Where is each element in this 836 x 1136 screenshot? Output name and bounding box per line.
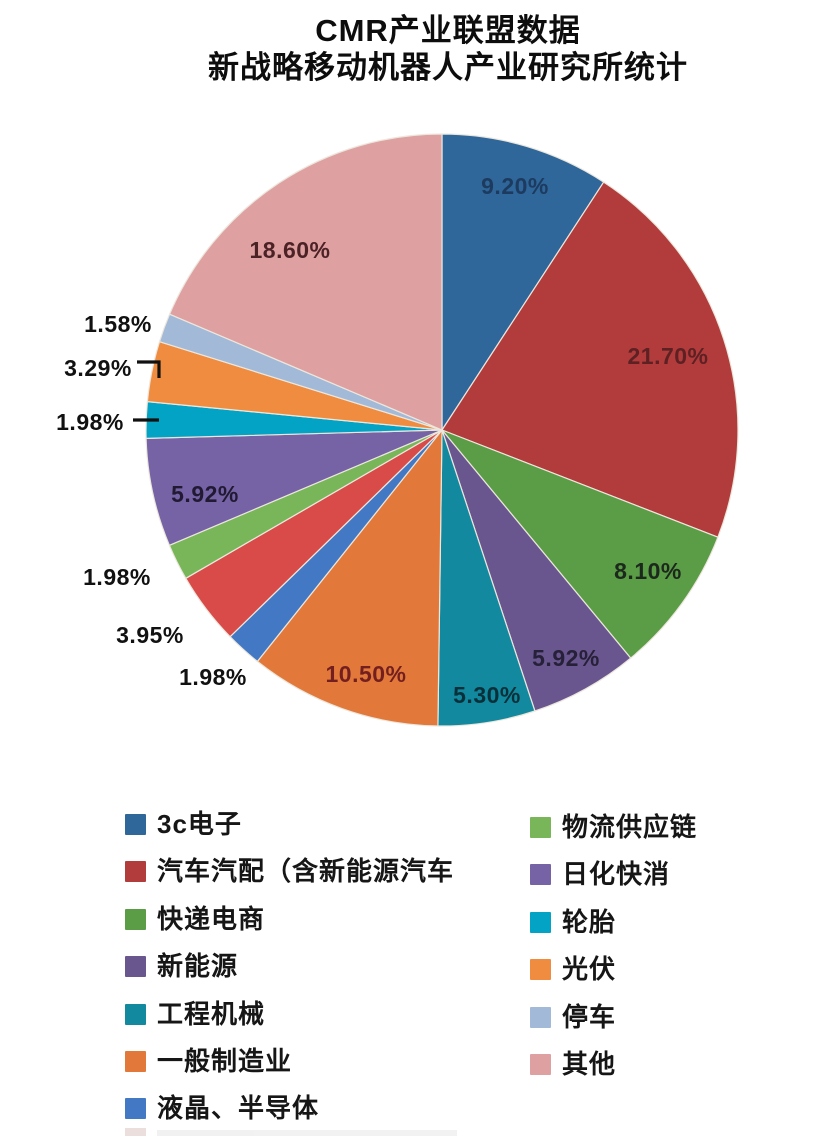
legend-label: 新能源 xyxy=(157,951,239,981)
legend-swatch xyxy=(125,955,146,977)
legend-row-clipped xyxy=(125,1127,545,1136)
legend-swatch xyxy=(530,816,551,838)
legend-label: 光伏 xyxy=(562,954,617,984)
chart-title-line-2: 新战略移动机器人产业研究所统计 xyxy=(208,50,688,85)
chart-title: CMR产业联盟数据 新战略移动机器人产业研究所统计 xyxy=(30,12,836,86)
legend-item: 3c电子 xyxy=(125,809,242,839)
legend-item: 工程机械 xyxy=(125,999,265,1029)
legend-swatch xyxy=(530,1006,551,1028)
pie-value-label: 18.60% xyxy=(249,237,330,263)
legend-label: 其他 xyxy=(562,1049,617,1079)
pie-slice xyxy=(441,133,605,431)
legend-label: 物流供应链 xyxy=(562,812,698,842)
legend-item: 其他 xyxy=(530,1049,616,1079)
pie-value-label: 10.50% xyxy=(325,661,406,687)
pie-value-label: 5.30% xyxy=(453,682,521,708)
legend-swatch xyxy=(125,860,146,882)
pie-value-label: 21.70% xyxy=(627,343,708,369)
legend-item: 光伏 xyxy=(530,954,616,984)
chart-title-line-1: CMR产业联盟数据 xyxy=(315,13,581,48)
legend-label: 停车 xyxy=(562,1002,617,1032)
legend-swatch xyxy=(125,1050,146,1072)
legend-item: 新能源 xyxy=(125,951,238,981)
legend-item: 液晶、半导体 xyxy=(125,1093,319,1123)
pie-slice xyxy=(441,429,719,659)
legend-item: 汽车汽配（含新能源汽车 xyxy=(125,856,454,886)
pie-value-label: 1.98% xyxy=(83,564,151,590)
pie-value-label: 1.58% xyxy=(84,311,152,337)
legend-label: 液晶、半导体 xyxy=(157,1093,320,1123)
legend-item: 物流供应链 xyxy=(530,812,697,842)
legend-label: 工程机械 xyxy=(157,999,266,1029)
legend-label: 日化快消 xyxy=(562,859,671,889)
legend-label: 快递电商 xyxy=(157,904,266,934)
legend-label: 3c电子 xyxy=(157,809,242,839)
legend-label: 汽车汽配（含新能源汽车 xyxy=(157,856,455,886)
pie-value-label: 5.92% xyxy=(171,481,239,507)
legend-item: 停车 xyxy=(530,1002,616,1032)
legend-swatch xyxy=(530,911,551,933)
pie-value-label: 1.98% xyxy=(56,409,124,435)
legend-swatch xyxy=(530,958,551,980)
legend-swatch xyxy=(125,1003,146,1025)
legend-item: 一般制造业 xyxy=(125,1046,292,1076)
legend-item: 日化快消 xyxy=(530,859,670,889)
pie-slice xyxy=(256,429,443,727)
legend-label xyxy=(157,1130,457,1136)
legend-swatch xyxy=(125,1097,146,1119)
pie-value-label: 8.10% xyxy=(614,558,682,584)
legend-label: 一般制造业 xyxy=(157,1046,293,1076)
pie-value-label: 9.20% xyxy=(481,173,549,199)
pie-value-label: 1.98% xyxy=(179,664,247,690)
pie-value-label: 3.95% xyxy=(116,622,184,648)
pie-value-label: 5.92% xyxy=(532,645,600,671)
legend-swatch xyxy=(125,813,146,835)
pie-value-label: 3.29% xyxy=(64,355,132,381)
legend-swatch xyxy=(530,863,551,885)
legend-swatch xyxy=(125,1128,146,1136)
legend-label: 轮胎 xyxy=(562,907,617,937)
legend-swatch xyxy=(530,1053,551,1075)
legend-item: 轮胎 xyxy=(530,907,616,937)
pie-chart: 9.20% 21.70% 8.10% 5.92% 5.30% 10.50% 1.98% 3.9… xyxy=(56,133,739,727)
leader-line xyxy=(137,360,161,378)
legend-swatch xyxy=(125,908,146,930)
legend-item: 快递电商 xyxy=(125,904,265,934)
pie-slice xyxy=(169,133,443,431)
pie-slice xyxy=(441,181,739,538)
